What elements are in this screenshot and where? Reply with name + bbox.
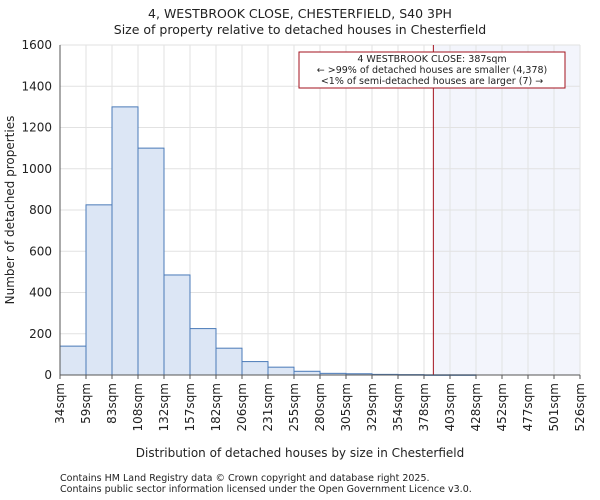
- x-tick-452sqm: 452sqm: [495, 383, 509, 431]
- bar-59sqm: [85, 204, 113, 376]
- bar-157sqm: [189, 328, 217, 376]
- x-tick-305sqm: 305sqm: [339, 383, 353, 431]
- y-tick-labels: 0 200 400 600 800 1000 1200 1400 1600: [21, 38, 52, 382]
- chart-subtitle: Size of property relative to detached ho…: [114, 22, 486, 37]
- y-tick-400: 400: [29, 286, 52, 300]
- annotation-line-1: 4 WESTBROOK CLOSE: 387sqm: [357, 54, 506, 65]
- bar-108sqm: [137, 147, 165, 376]
- x-tick-280sqm: 280sqm: [313, 383, 327, 431]
- y-tick-1400: 1400: [21, 79, 52, 93]
- bars: [59, 106, 477, 376]
- x-tick-182sqm: 182sqm: [209, 383, 223, 431]
- x-tick-108sqm: 108sqm: [131, 383, 145, 431]
- x-tick-378sqm: 378sqm: [417, 383, 431, 431]
- x-tick-501sqm: 501sqm: [547, 383, 561, 431]
- x-axis-label: Distribution of detached houses by size …: [136, 446, 464, 460]
- annotation-box: 4 WESTBROOK CLOSE: 387sqm ← >99% of deta…: [298, 51, 566, 89]
- y-axis-label: Number of detached properties: [3, 116, 17, 305]
- bar-83sqm: [111, 106, 139, 376]
- x-tick-329sqm: 329sqm: [365, 383, 379, 431]
- y-tick-1000: 1000: [21, 162, 52, 176]
- x-tick-477sqm: 477sqm: [521, 383, 535, 431]
- x-tick-255sqm: 255sqm: [287, 383, 301, 431]
- y-tick-0: 0: [44, 368, 52, 382]
- bar-34sqm: [59, 345, 87, 376]
- bar-255sqm: [293, 370, 321, 376]
- annotation-frame: [298, 51, 566, 89]
- y-tick-1600: 1600: [21, 38, 52, 52]
- x-tick-526sqm: 526sqm: [573, 383, 587, 431]
- bar-231sqm: [267, 366, 295, 376]
- bar-206sqm: [241, 361, 269, 376]
- bar-182sqm: [215, 347, 243, 376]
- x-tick-157sqm: 157sqm: [183, 383, 197, 431]
- x-tick-231sqm: 231sqm: [261, 383, 275, 431]
- x-tick-354sqm: 354sqm: [391, 383, 405, 431]
- annotation-line-2: ← >99% of detached houses are smaller (4…: [317, 65, 548, 76]
- x-tick-403sqm: 403sqm: [443, 383, 457, 431]
- annotation-line-3: <1% of semi-detached houses are larger (…: [321, 76, 543, 87]
- x-tick-132sqm: 132sqm: [157, 383, 171, 431]
- y-tick-600: 600: [29, 244, 52, 258]
- x-tick-59sqm: 59sqm: [79, 383, 93, 424]
- x-tick-labels: 34sqm 59sqm 83sqm 108sqm 132sqm 157sqm 182sqm 2…: [53, 375, 587, 431]
- bar-132sqm: [163, 274, 191, 376]
- x-tick-34sqm: 34sqm: [53, 383, 67, 424]
- y-tick-200: 200: [29, 327, 52, 341]
- y-tick-1200: 1200: [21, 121, 52, 135]
- x-tick-83sqm: 83sqm: [105, 383, 119, 424]
- y-tick-800: 800: [29, 203, 52, 217]
- footer-line-1: Contains HM Land Registry data © Crown c…: [60, 473, 430, 484]
- footer-line-2: Contains public sector information licen…: [60, 484, 472, 495]
- x-tick-206sqm: 206sqm: [235, 383, 249, 431]
- chart-title: 4, WESTBROOK CLOSE, CHESTERFIELD, S40 3P…: [148, 6, 452, 21]
- x-tick-428sqm: 428sqm: [469, 383, 483, 431]
